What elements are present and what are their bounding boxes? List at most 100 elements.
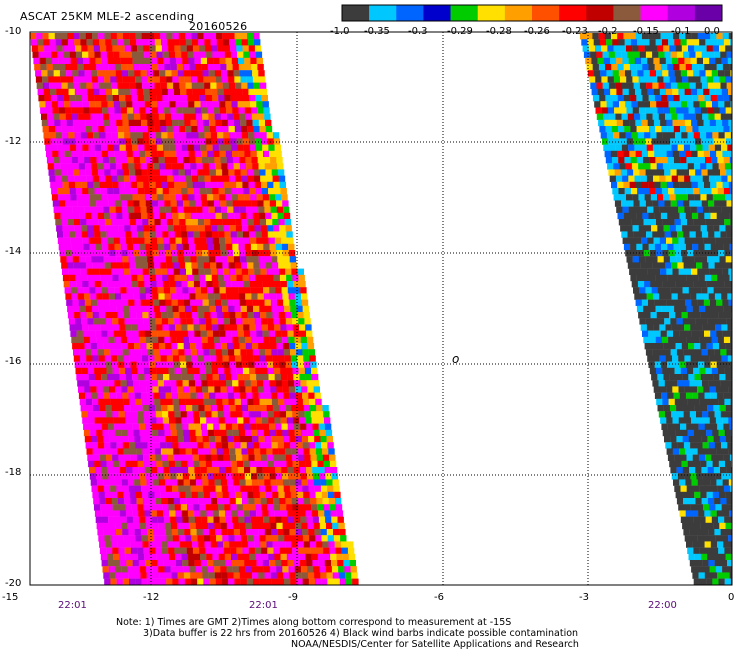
swath-cell [224,553,232,561]
swath-cell [217,498,224,505]
swath-cell [94,144,102,151]
swath-cell [729,572,732,579]
swath-cell [84,163,92,170]
swath-cell [148,219,155,226]
swath-cell [258,299,265,306]
swath-cell [119,460,126,468]
swath-cell [127,473,134,480]
swath-cell [172,578,179,585]
swath-cell [191,305,198,313]
swath-cell [275,473,283,480]
swath-cell [116,119,123,127]
swath-cell [602,51,609,58]
swath-cell [205,231,213,238]
swath-cell [149,318,156,325]
swath-cell [228,491,236,499]
swath-cell [681,194,689,201]
swath-cell [334,491,341,499]
swath-cell [313,473,320,480]
swath-cell [90,70,98,77]
swath-cell [144,510,151,517]
swath-cell [155,88,162,96]
swath-cell [271,392,278,399]
swath-cell [189,113,197,120]
swath-cell [334,541,342,548]
swath-cell [141,305,148,313]
swath-cell [716,510,724,517]
swath-cell [625,163,633,170]
swath-cell [281,423,288,430]
swath-cell [125,95,132,102]
swath-cell [301,299,309,306]
swath-cell [71,107,78,114]
swath-cell [194,194,201,201]
swath-cell [290,398,297,406]
y-tick-label: -14 [5,246,22,257]
swath-cell [221,70,228,77]
swath-cell [232,293,240,300]
swath-cell [718,547,725,554]
swath-cell [45,144,52,151]
swath-cell [256,423,264,430]
swath-cell [65,64,72,71]
swath-cell [235,448,242,455]
swath-cell [279,274,287,282]
swath-cell [303,312,310,319]
swath-cell [144,330,152,337]
swath-cell [225,516,233,523]
swath-cell [612,101,620,108]
swath-cell [103,299,110,306]
swath-cell [219,423,226,430]
swath-cell [241,82,248,89]
swath-cell [90,479,98,486]
swath-cell [235,312,242,319]
swath-cell [164,386,172,393]
swath-cell [287,287,295,294]
swath-cell [198,448,205,455]
swath-cell [204,498,212,505]
swath-cell [136,225,144,232]
swath-cell [665,324,672,331]
swath-cell [694,194,701,201]
swath-cell [203,212,210,220]
swath-cell [227,485,235,492]
swath-cell [725,343,732,350]
swath-cell [685,150,692,158]
colorbar-cells [341,4,723,22]
swath-cell [116,392,123,399]
swath-cell [715,175,722,182]
swath-cell [212,374,220,381]
swath-cell [648,64,655,71]
swath-cell [235,541,242,548]
swath-cell [102,64,109,71]
swath-cell [275,194,282,201]
colorbar [341,4,723,22]
swath-cell [223,88,230,96]
swath-cell [186,45,194,52]
swath-cell [134,119,142,127]
swath-cell [168,231,175,238]
swath-cell [224,231,231,238]
swath-cell [688,45,695,52]
swath-cell [621,231,628,238]
swath-cell [130,547,138,554]
swath-cell [642,274,650,282]
swath-cell [274,460,281,468]
swath-cell [673,64,680,71]
swath-cell [225,287,233,294]
swath-cell [625,101,632,108]
swath-cell [60,212,67,220]
swath-cell [254,405,261,412]
swath-cell [708,262,715,269]
swath-cell [265,349,272,356]
swath-cell [55,219,62,226]
swath-cell [79,398,87,406]
swath-cell [700,460,707,468]
swath-cell [627,113,635,120]
swath-cell [162,95,169,102]
swath-cell [269,423,276,430]
swath-cell [257,473,264,480]
swath-cell [108,473,115,480]
swath-cell [291,448,298,455]
swath-cell [656,132,663,139]
